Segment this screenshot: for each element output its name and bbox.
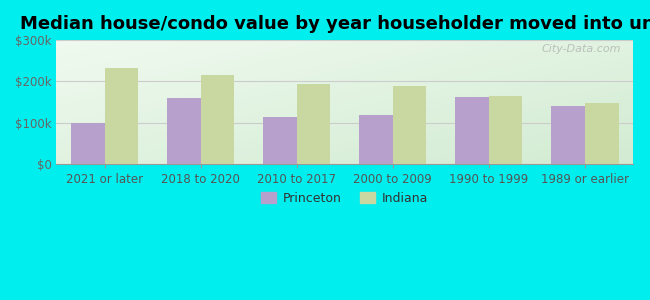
Title: Median house/condo value by year householder moved into unit: Median house/condo value by year househo… [20, 15, 650, 33]
Bar [105, 68, 138, 164]
Bar [359, 116, 393, 164]
Bar [263, 117, 296, 164]
Bar [489, 96, 523, 164]
Bar [167, 98, 201, 164]
Legend: Princeton, Indiana: Princeton, Indiana [257, 187, 433, 210]
Bar [585, 103, 619, 164]
Bar [201, 75, 234, 164]
Bar [455, 97, 489, 164]
Bar [551, 106, 585, 164]
Bar [393, 86, 426, 164]
Bar [296, 84, 330, 164]
Text: City-Data.com: City-Data.com [542, 44, 621, 54]
Bar [71, 123, 105, 164]
